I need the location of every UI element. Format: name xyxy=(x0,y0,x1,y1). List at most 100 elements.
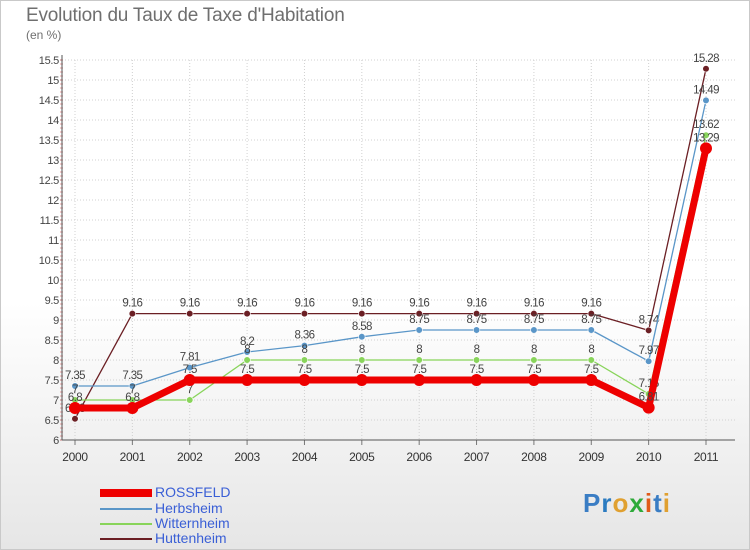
logo-letter: t xyxy=(653,488,663,518)
y-tick-label: 9 xyxy=(53,315,59,327)
proxiti-logo: Proxiti xyxy=(583,488,671,519)
x-tick-label: 2001 xyxy=(120,450,146,464)
data-point-herbsheim xyxy=(587,326,595,334)
data-label-herbsheim: 14.49 xyxy=(693,84,719,96)
y-tick-label: 13 xyxy=(47,155,59,167)
y-tick-label: 7.5 xyxy=(45,375,60,387)
data-label-huttenheim: 9.16 xyxy=(467,298,487,310)
x-tick-label: 2007 xyxy=(464,450,490,464)
y-tick-label: 15 xyxy=(47,75,59,87)
y-tick-label: 13.5 xyxy=(39,135,59,147)
y-tick-label: 9.5 xyxy=(45,295,60,307)
data-label-rossfeld: 6.8 xyxy=(68,392,82,404)
data-label-witternheim: 8 xyxy=(416,344,422,356)
data-label-witternheim: 7 xyxy=(129,384,135,396)
x-tick-label: 2008 xyxy=(521,450,547,464)
data-point-huttenheim xyxy=(415,310,423,318)
data-label-herbsheim: 8.75 xyxy=(524,314,544,326)
data-label-rossfeld: 7.5 xyxy=(469,364,483,376)
legend-swatch-huttenheim xyxy=(100,538,152,540)
data-label-huttenheim: 9.16 xyxy=(180,298,200,310)
data-label-huttenheim: 9.16 xyxy=(352,298,372,310)
data-point-witternheim xyxy=(358,356,366,364)
data-label-witternheim: 8 xyxy=(474,344,480,356)
data-label-rossfeld: 7.5 xyxy=(584,364,598,376)
y-tick-label: 14 xyxy=(47,115,59,127)
data-point-rossfeld xyxy=(183,374,196,386)
y-tick-label: 10.5 xyxy=(39,255,59,267)
data-point-huttenheim xyxy=(243,310,251,318)
data-label-huttenheim: 9.16 xyxy=(237,298,257,310)
data-point-huttenheim xyxy=(530,310,538,318)
x-tick-label: 2011 xyxy=(694,450,719,464)
data-point-herbsheim xyxy=(645,357,653,365)
logo-letter: i xyxy=(662,488,671,518)
x-tick-label: 2010 xyxy=(636,450,662,464)
data-point-witternheim xyxy=(530,356,538,364)
data-label-witternheim: 8 xyxy=(302,344,308,356)
data-label-rossfeld: 13.29 xyxy=(693,132,719,144)
legend-label-rossfeld: ROSSFELD xyxy=(155,484,231,500)
data-point-witternheim xyxy=(186,396,194,404)
data-point-witternheim xyxy=(702,131,710,139)
logo-letter: o xyxy=(612,488,630,518)
series-line-herbsheim xyxy=(75,100,707,387)
y-tick-label: 15.5 xyxy=(39,55,59,67)
data-point-rossfeld xyxy=(355,374,368,386)
data-label-witternheim: 13.62 xyxy=(693,119,719,131)
data-label-rossfeld: 6.81 xyxy=(639,392,659,404)
data-label-witternheim: 7 xyxy=(72,384,78,396)
legend-label-witternheim: Witternheim xyxy=(155,515,230,531)
data-point-herbsheim xyxy=(186,364,194,372)
data-point-herbsheim xyxy=(243,348,251,356)
y-tick-label: 6.5 xyxy=(45,415,60,427)
data-label-herbsheim: 7.97 xyxy=(639,345,659,357)
data-label-rossfeld: 7.5 xyxy=(297,364,311,376)
data-point-huttenheim xyxy=(358,310,366,318)
data-point-herbsheim xyxy=(702,96,710,104)
data-point-herbsheim xyxy=(128,382,136,390)
data-label-herbsheim: 7.35 xyxy=(122,370,142,382)
legend-item-rossfeld: ROSSFELD xyxy=(100,484,320,501)
data-label-witternheim: 7 xyxy=(187,384,193,396)
series-line-witternheim xyxy=(75,135,707,401)
data-point-rossfeld xyxy=(700,142,712,155)
data-point-rossfeld xyxy=(527,374,540,386)
logo-letter: x xyxy=(629,488,645,518)
data-label-rossfeld: 6.8 xyxy=(125,392,139,404)
data-point-rossfeld xyxy=(470,374,483,386)
data-point-herbsheim xyxy=(358,333,366,341)
legend-swatch-herbsheim xyxy=(100,508,152,510)
data-point-huttenheim xyxy=(587,310,595,318)
y-tick-label: 10 xyxy=(47,275,59,287)
data-label-huttenheim: 8.74 xyxy=(639,314,660,326)
data-label-herbsheim: 7.35 xyxy=(65,370,85,382)
x-tick-label: 2000 xyxy=(62,450,88,464)
data-point-herbsheim xyxy=(300,342,309,350)
y-tick-label: 8 xyxy=(53,355,59,367)
data-label-huttenheim: 9.16 xyxy=(581,298,601,310)
data-point-rossfeld xyxy=(298,374,311,386)
logo-letter: P xyxy=(583,488,602,518)
data-point-rossfeld xyxy=(585,374,598,386)
data-point-witternheim xyxy=(300,356,309,364)
data-point-witternheim xyxy=(243,356,251,364)
data-label-herbsheim: 7.81 xyxy=(180,352,200,364)
data-label-rossfeld: 7.5 xyxy=(355,364,369,376)
legend-item-herbsheim: Herbsheim xyxy=(100,500,320,517)
data-label-rossfeld: 7.5 xyxy=(412,364,426,376)
data-label-witternheim: 8 xyxy=(244,344,250,356)
data-point-huttenheim xyxy=(645,326,653,335)
data-point-rossfeld xyxy=(642,401,655,414)
logo-letter: r xyxy=(601,488,613,518)
data-point-herbsheim xyxy=(472,326,481,334)
x-tick-label: 2006 xyxy=(406,450,432,464)
data-label-huttenheim: 9.16 xyxy=(409,298,429,310)
y-tick-label: 7 xyxy=(53,395,59,407)
data-label-huttenheim: 15.28 xyxy=(693,53,719,65)
legend-item-witternheim: Witternheim xyxy=(100,515,320,532)
y-tick-label: 8.5 xyxy=(45,335,60,347)
data-label-herbsheim: 8.75 xyxy=(409,314,429,326)
data-point-witternheim xyxy=(472,356,481,364)
